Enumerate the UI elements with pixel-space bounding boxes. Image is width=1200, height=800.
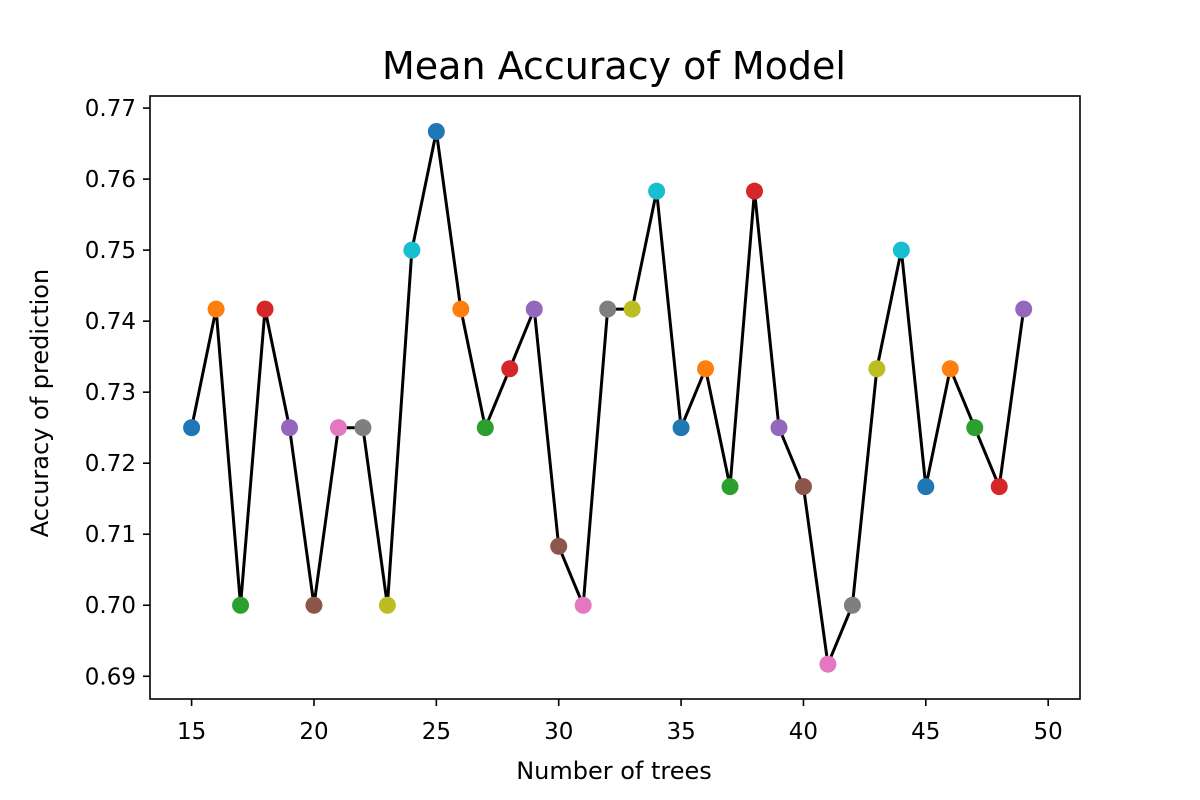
data-point	[476, 419, 494, 437]
data-point	[501, 360, 519, 378]
x-tick-label: 25	[422, 719, 451, 745]
data-point	[843, 596, 861, 614]
data-point	[378, 596, 396, 614]
y-tick-label: 0.72	[85, 451, 136, 477]
data-point	[427, 123, 445, 141]
data-point	[281, 419, 298, 437]
x-tick-label: 45	[911, 719, 940, 745]
y-tick-label: 0.76	[85, 167, 136, 193]
data-point	[232, 596, 250, 614]
data-point	[819, 655, 837, 673]
data-point	[917, 478, 935, 496]
x-tick-label: 35	[666, 719, 695, 745]
y-axis-label: Accuracy of prediction	[26, 269, 54, 537]
data-point	[990, 478, 1008, 496]
data-point	[354, 419, 372, 437]
data-point	[305, 596, 323, 614]
x-axis-label: Number of trees	[516, 757, 712, 785]
data-point	[452, 300, 470, 318]
data-point	[966, 419, 984, 437]
y-tick-label: 0.75	[85, 238, 136, 264]
axis-ticks: 15 20 25 30 35 40 45 50 0.69 0.70 0.71 0.72 0.73 0.74…	[85, 96, 1063, 745]
x-tick-label: 50	[1034, 719, 1063, 745]
x-tick-label: 15	[177, 719, 206, 745]
data-point	[941, 360, 959, 378]
y-tick-label: 0.70	[85, 593, 136, 619]
data-point	[550, 537, 568, 555]
chart-title: Mean Accuracy of Model	[382, 44, 846, 88]
data-point	[648, 182, 666, 200]
data-point	[574, 596, 592, 614]
data-point	[599, 300, 617, 318]
data-point	[525, 300, 543, 318]
data-point	[256, 300, 274, 318]
x-tick-label: 30	[544, 719, 573, 745]
y-tick-label: 0.74	[85, 309, 136, 335]
y-tick-label: 0.77	[85, 96, 136, 122]
data-point	[770, 419, 788, 437]
data-point	[329, 419, 347, 437]
data-points	[183, 123, 1033, 673]
y-tick-label: 0.73	[85, 380, 136, 406]
plot-frame	[149, 95, 1081, 700]
data-point	[183, 419, 201, 437]
data-point	[794, 478, 812, 496]
x-tick-label: 20	[299, 719, 328, 745]
y-tick-label: 0.69	[85, 664, 136, 690]
y-tick-label: 0.71	[85, 522, 136, 548]
data-point	[868, 360, 886, 378]
x-tick-label: 40	[789, 719, 818, 745]
data-point	[721, 478, 739, 496]
data-point	[672, 419, 690, 437]
data-point	[207, 300, 225, 318]
data-point	[697, 360, 715, 378]
data-point	[746, 182, 763, 200]
data-point	[1015, 300, 1033, 318]
data-point	[623, 300, 641, 318]
data-point	[892, 241, 910, 259]
data-point	[403, 241, 421, 259]
